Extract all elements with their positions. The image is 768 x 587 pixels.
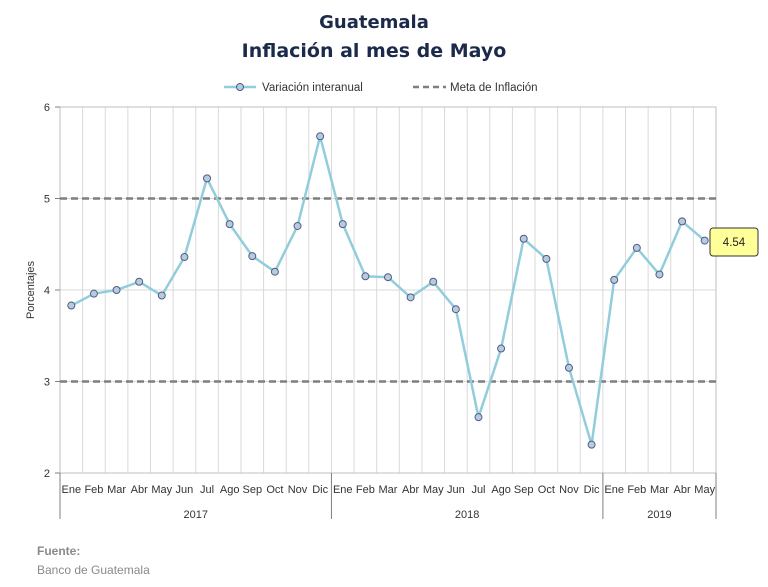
x-tick-label: May <box>151 484 172 496</box>
data-point <box>610 275 619 284</box>
x-tick-label: Dic <box>312 484 328 496</box>
series-variacion-interanual <box>67 132 709 449</box>
x-tick-label: Abr <box>402 484 419 496</box>
x-tick-label: Nov <box>288 484 308 496</box>
x-tick-label: Ene <box>333 484 353 496</box>
data-point <box>316 132 325 141</box>
data-point <box>338 220 347 229</box>
x-tick-label: Feb <box>356 484 375 496</box>
data-point <box>203 174 212 183</box>
x-tick-label: Sep <box>242 484 262 496</box>
x-tick-label: Jun <box>176 484 194 496</box>
source-heading: Fuente: <box>37 544 81 558</box>
data-point <box>700 236 709 245</box>
x-tick-label: Oct <box>538 484 555 496</box>
data-point <box>429 277 438 286</box>
chart-subtitle: Inflación al mes de Mayo <box>242 40 507 62</box>
data-point <box>180 253 189 262</box>
data-point <box>270 267 279 276</box>
x-tick-label: Jul <box>471 484 485 496</box>
x-tick-label: Feb <box>627 484 646 496</box>
data-point <box>112 286 121 294</box>
data-point <box>406 293 415 302</box>
year-label: 2018 <box>455 509 479 521</box>
data-point <box>497 344 506 353</box>
source-text: Banco de Guatemala <box>37 563 150 577</box>
x-tick-label: Abr <box>131 484 148 496</box>
year-label: 2017 <box>183 509 207 521</box>
x-tick-label: Abr <box>674 484 691 496</box>
x-tick-label: Ene <box>604 484 624 496</box>
data-point <box>67 301 76 310</box>
y-tick-label: 3 <box>44 377 50 389</box>
y-tick-label: 5 <box>44 194 50 206</box>
data-point <box>361 272 370 281</box>
data-point <box>293 221 302 230</box>
x-tick-label: Jun <box>447 484 465 496</box>
data-point <box>655 270 664 279</box>
x-tick-label: Feb <box>84 484 103 496</box>
x-tick-label: Nov <box>559 484 579 496</box>
data-point <box>225 220 234 229</box>
data-point <box>632 243 641 252</box>
x-tick-label: Jul <box>200 484 214 496</box>
data-point <box>678 217 687 226</box>
year-label: 2019 <box>647 509 671 521</box>
data-point <box>89 289 98 298</box>
x-tick-label: Dic <box>584 484 600 496</box>
grid <box>59 106 717 474</box>
data-point <box>542 254 551 263</box>
data-point <box>384 273 392 282</box>
legend: Variación interanual Meta de Inflación <box>224 82 538 94</box>
data-point <box>248 252 257 261</box>
y-tick-label: 6 <box>44 102 50 114</box>
y-tick-label: 4 <box>44 285 50 297</box>
data-point <box>564 363 573 372</box>
x-tick-label: May <box>694 484 715 496</box>
y-axis-label: Porcentajes <box>25 260 37 319</box>
chart-title: Guatemala <box>319 12 429 33</box>
x-tick-label: Mar <box>107 484 126 496</box>
data-point <box>474 413 483 422</box>
data-point <box>451 305 460 314</box>
x-tick-label: Mar <box>650 484 669 496</box>
x-tick-label: Ago <box>491 484 511 496</box>
x-tick-label: Oct <box>266 484 283 496</box>
y-tick-label: 2 <box>44 468 50 480</box>
data-point <box>157 291 166 300</box>
last-value-label: 4.54 <box>723 237 746 249</box>
x-tick-label: Ago <box>220 484 240 496</box>
data-point <box>587 440 596 449</box>
legend-series-label: Variación interanual <box>262 82 363 94</box>
data-point <box>135 277 144 286</box>
data-point <box>519 234 528 243</box>
x-tick-label: Sep <box>514 484 534 496</box>
legend-target-label: Meta de Inflación <box>450 82 538 94</box>
x-tick-label: Ene <box>62 484 82 496</box>
x-tick-label: May <box>423 484 444 496</box>
x-tick-label: Mar <box>379 484 398 496</box>
last-value-callout: 4.54 <box>709 227 759 257</box>
